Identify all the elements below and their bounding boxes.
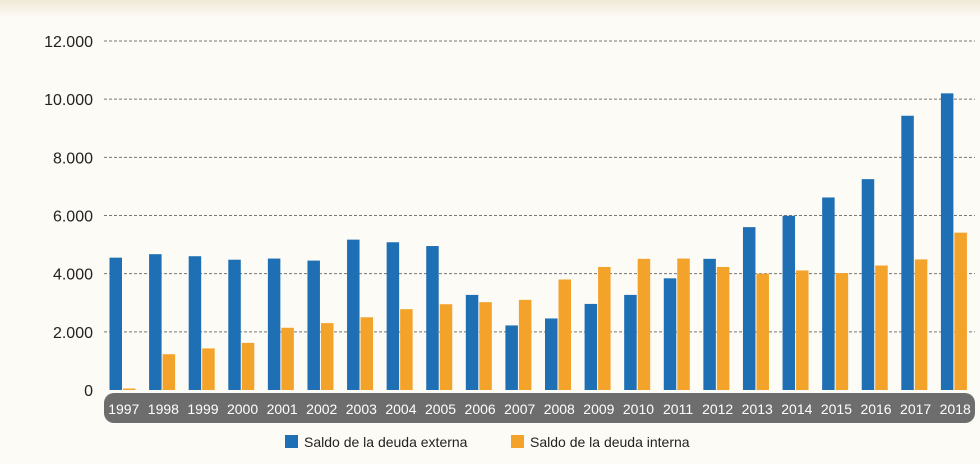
y-tick-label: 8.000 — [53, 150, 93, 167]
x-tick-label: 2007 — [504, 401, 535, 417]
bar-deuda-externa — [901, 115, 914, 390]
bar-deuda-interna — [479, 302, 492, 390]
bar-deuda-interna — [281, 327, 294, 390]
bar-deuda-interna — [360, 317, 374, 390]
y-tick-label: 0 — [84, 383, 93, 400]
x-tick-label: 2018 — [940, 401, 971, 417]
bar-deuda-interna — [796, 270, 809, 390]
x-tick-label: 2003 — [346, 401, 377, 417]
legend-swatch-interna — [511, 435, 524, 448]
y-tick-label: 12.000 — [44, 34, 93, 51]
bar-deuda-externa — [465, 294, 479, 390]
x-tick-label: 2012 — [702, 401, 733, 417]
top-band — [0, 0, 980, 18]
y-tick-label: 2.000 — [53, 325, 93, 342]
bar-deuda-interna — [677, 258, 690, 390]
bar-deuda-externa — [703, 258, 716, 390]
x-tick-label: 2001 — [267, 401, 298, 417]
x-axis-band — [104, 393, 975, 423]
bar-deuda-externa — [545, 318, 558, 390]
bar-deuda-externa — [307, 260, 320, 390]
bar-deuda-interna — [835, 273, 849, 390]
bar-deuda-interna — [162, 354, 176, 390]
x-tick-label: 2009 — [583, 401, 614, 417]
x-tick-label: 2000 — [227, 401, 258, 417]
x-tick-label: 2014 — [781, 401, 812, 417]
bar-deuda-interna — [875, 265, 888, 390]
bar-deuda-interna — [756, 273, 769, 390]
bar-deuda-interna — [241, 342, 255, 390]
bar-deuda-externa — [505, 325, 518, 390]
bar-deuda-externa — [347, 239, 360, 390]
x-tick-label: 2008 — [544, 401, 575, 417]
bar-deuda-externa — [940, 93, 954, 390]
bar-deuda-externa — [782, 215, 796, 390]
legend-label-interna: Saldo de la deuda interna — [530, 434, 690, 450]
bar-deuda-externa — [822, 197, 835, 390]
x-tick-label: 2011 — [663, 401, 693, 417]
bar-deuda-interna — [400, 309, 413, 390]
bar-deuda-interna — [202, 348, 215, 390]
bar-deuda-interna — [914, 259, 928, 390]
bar-deuda-externa — [188, 256, 202, 390]
bar-deuda-interna — [123, 388, 136, 390]
legend-swatch-externa — [285, 435, 298, 448]
bar-deuda-interna — [954, 232, 967, 390]
y-tick-label: 4.000 — [53, 267, 93, 284]
bar-deuda-interna — [439, 304, 453, 390]
bar-deuda-externa — [267, 258, 281, 390]
x-tick-label: 2017 — [900, 401, 931, 417]
bar-deuda-externa — [386, 242, 400, 390]
bar-deuda-interna — [558, 279, 571, 390]
bar-deuda-externa — [663, 278, 677, 390]
x-tick-label: 2015 — [821, 401, 852, 417]
bar-deuda-interna — [637, 258, 651, 390]
bar-deuda-externa — [742, 227, 756, 390]
bar-deuda-externa — [228, 259, 241, 390]
bar-deuda-externa — [109, 257, 122, 390]
y-tick-label: 6.000 — [53, 209, 93, 226]
bar-deuda-interna — [716, 266, 730, 390]
x-tick-label: 2005 — [425, 401, 456, 417]
x-tick-label: 2006 — [465, 401, 496, 417]
x-tick-label: 1997 — [108, 401, 139, 417]
legend-label-externa: Saldo de la deuda externa — [304, 434, 468, 450]
x-tick-label: 2010 — [623, 401, 654, 417]
bar-deuda-externa — [149, 254, 162, 390]
bar-deuda-externa — [584, 303, 598, 390]
x-tick-label: 2004 — [385, 401, 416, 417]
x-tick-label: 2016 — [860, 401, 891, 417]
bar-deuda-interna — [518, 299, 532, 390]
x-tick-label: 1999 — [187, 401, 218, 417]
y-tick-label: 10.000 — [44, 92, 93, 109]
x-tick-label: 1998 — [148, 401, 179, 417]
x-tick-label: 2002 — [306, 401, 337, 417]
bar-deuda-externa — [426, 246, 439, 390]
x-tick-label: 2013 — [742, 401, 773, 417]
bar-deuda-interna — [320, 323, 334, 390]
bar-deuda-interna — [598, 266, 611, 390]
bar-deuda-externa — [861, 179, 875, 390]
bar-deuda-externa — [624, 294, 637, 390]
